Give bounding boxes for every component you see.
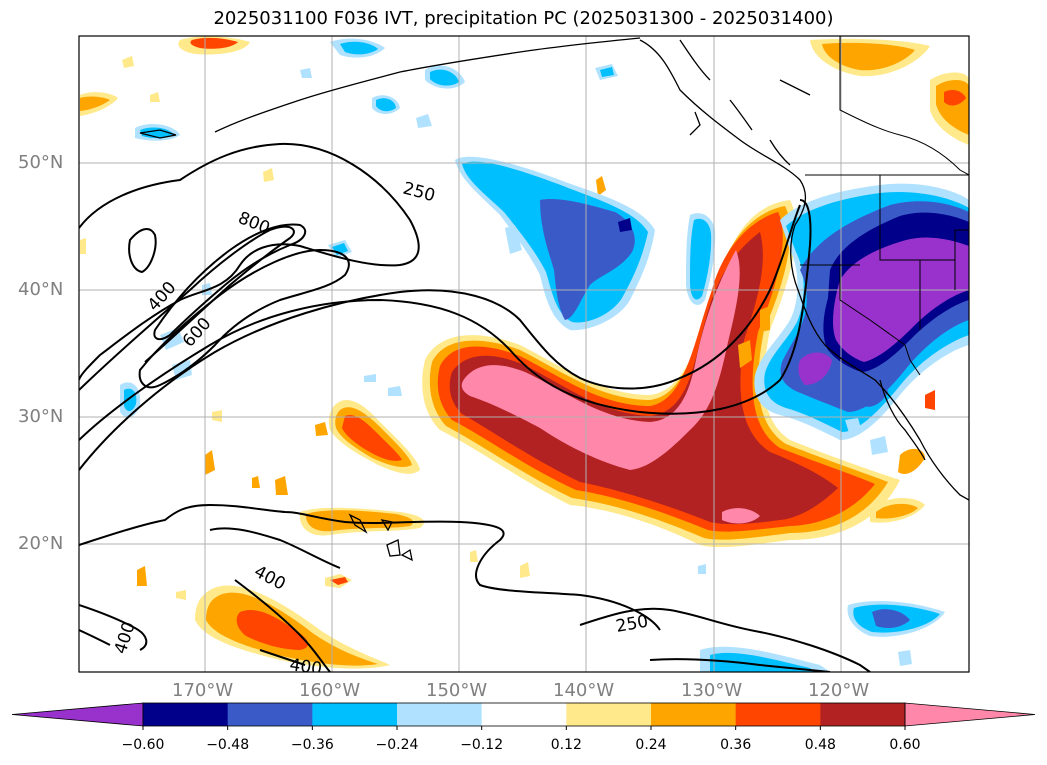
lon-label: 120°W [808,680,870,701]
political-borders [800,36,969,376]
ivt-contour-south-4 [649,658,831,672]
colorbar-segment [651,703,737,726]
lat-label: 50°N [18,152,64,173]
colorbar-tick-label: 0.48 [804,737,836,753]
ivt-contours [79,142,871,672]
colorbar-extend-high [904,702,1036,727]
ar-band-pink [461,250,740,470]
colorbar-tick-label: −0.24 [375,737,419,753]
lon-label: 130°W [681,680,743,701]
ivt-400-contour-west [79,199,812,441]
colorbar-tick-label: 0.12 [550,737,582,753]
colorbar-segment [227,703,313,726]
colorbar-segment [143,703,229,726]
lat-label: 20°N [18,533,64,554]
colorbar-segment [397,703,483,726]
precip-negative-anomaly-areas [120,38,969,672]
figure-title: 2025031100 F036 IVT, precipitation PC (2… [213,8,834,29]
colorbar-tick-label: 0.60 [889,737,921,753]
colorbar-segment [312,703,398,726]
colorbar-segment [735,703,821,726]
ivt-label: 400 [288,655,323,679]
lat-label: 30°N [18,406,64,427]
precip-positive-anomaly-areas [80,36,969,669]
colorbar [11,702,1036,730]
ivt-250-contour-main [79,204,801,471]
ivt-label: 400 [251,562,289,595]
lon-label: 170°W [172,680,234,701]
map-panel: 250 800 400 600 400 400 250 400 [79,36,969,679]
ivt-small-closed [128,228,157,274]
lon-label: 150°W [426,680,488,701]
ivt-250-contour-south [579,607,871,672]
ivt-800-contour [153,223,307,341]
ar-band-darkred [449,232,838,525]
colorbar-extend-low [11,702,144,727]
colorbar-segment [566,703,652,726]
colorbar-segment [820,703,906,726]
colorbar-tick-label: −0.36 [290,737,334,753]
colorbar-segment [481,703,567,726]
colorbar-tick-label: −0.60 [121,737,165,753]
ivt-label: 250 [614,612,649,637]
ivt-label: 400 [111,620,140,657]
colorbar-tick-label: −0.12 [460,737,504,753]
colorbar-tick-label: 0.24 [635,737,667,753]
ivt-250-contour [79,142,420,381]
ivt-contour-south-1 [234,579,331,672]
ivt-label: 800 [235,208,273,239]
ivt-400-contour-lower [79,503,661,631]
ar-pink-patch [722,508,760,524]
lon-label: 160°W [299,680,361,701]
ivt-label: 400 [144,278,181,315]
colorbar-tick-label: 0.36 [720,737,752,753]
map-frame [78,35,970,673]
ivt-contour-south-2 [79,604,148,651]
lat-label: 40°N [18,279,64,300]
ivt-contour-south-3 [79,629,111,646]
lon-label: 140°W [553,680,615,701]
colorbar-tick-label: −0.48 [206,737,250,753]
ivt-400-contour-curve [79,225,295,391]
ivt-label: 250 [401,179,438,207]
